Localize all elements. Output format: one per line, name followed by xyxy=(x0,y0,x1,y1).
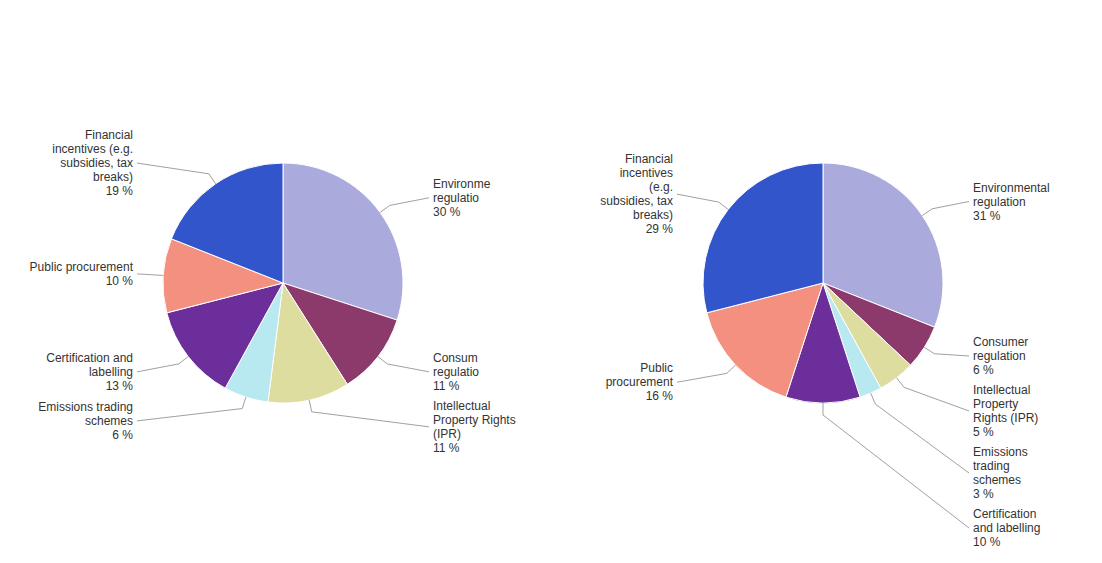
svg-text:IntellectualProperty Rights(IP: IntellectualProperty Rights(IPR)11 % xyxy=(433,399,516,455)
svg-text:Financialincentives (e.g.subsi: Financialincentives (e.g.subsidies, taxb… xyxy=(52,128,133,198)
svg-text:Certificationand labelling10 %: Certificationand labelling10 % xyxy=(973,507,1040,548)
svg-text:Consumerregulation6 %: Consumerregulation6 % xyxy=(973,335,1028,377)
svg-text:Publicprocurement16 %: Publicprocurement16 % xyxy=(606,361,674,403)
svg-text:Public procurement10 %: Public procurement10 % xyxy=(30,260,134,288)
svg-text:IntellectualPropertyRights (IP: IntellectualPropertyRights (IPR)5 % xyxy=(973,383,1038,439)
svg-text:Financialincentives(e.g.subsid: Financialincentives(e.g.subsidies, taxbr… xyxy=(600,152,673,236)
svg-text:Environmeregulatio30 %: Environmeregulatio30 % xyxy=(433,177,491,219)
svg-text:Consumregulatio11 %: Consumregulatio11 % xyxy=(433,351,479,393)
svg-text:Emissionstradingschemes3 %: Emissionstradingschemes3 % xyxy=(973,445,1028,501)
svg-text:Certification andlabelling13 %: Certification andlabelling13 % xyxy=(46,351,133,393)
svg-text:Environmentalregulation31 %: Environmentalregulation31 % xyxy=(973,181,1050,223)
svg-text:Emissions tradingschemes6 %: Emissions tradingschemes6 % xyxy=(38,400,133,442)
